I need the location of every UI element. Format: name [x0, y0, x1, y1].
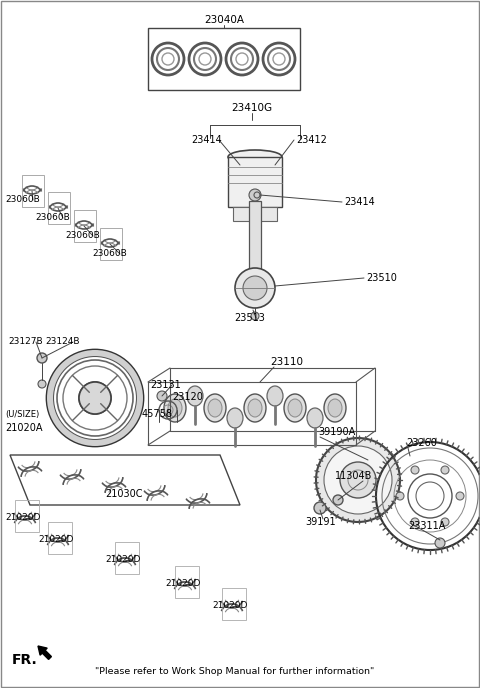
Text: 23513: 23513: [234, 313, 265, 323]
Ellipse shape: [208, 399, 222, 417]
Text: 39190A: 39190A: [318, 427, 355, 437]
Bar: [15, 500, 39, 532]
Circle shape: [333, 495, 343, 505]
Ellipse shape: [164, 394, 186, 422]
Text: 21020A: 21020A: [5, 423, 43, 433]
Text: 11304B: 11304B: [335, 471, 372, 481]
Text: 39191: 39191: [305, 517, 336, 527]
Ellipse shape: [168, 399, 182, 417]
Circle shape: [396, 492, 404, 500]
Circle shape: [314, 502, 326, 514]
Circle shape: [79, 382, 111, 414]
Text: 23127B: 23127B: [8, 338, 43, 347]
Circle shape: [249, 189, 261, 201]
Bar: [74, 210, 96, 242]
Ellipse shape: [328, 399, 342, 417]
Circle shape: [441, 518, 449, 526]
Text: 23110: 23110: [270, 357, 303, 367]
Bar: [249, 201, 261, 270]
Text: 23131: 23131: [150, 380, 181, 390]
Text: 23124B: 23124B: [45, 338, 80, 347]
Bar: [233, 207, 277, 221]
Ellipse shape: [267, 386, 283, 406]
Text: 23412: 23412: [296, 135, 327, 145]
Text: 23060B: 23060B: [92, 250, 127, 259]
Bar: [222, 588, 246, 620]
Bar: [175, 566, 199, 598]
Text: 23410G: 23410G: [231, 103, 273, 113]
Text: 45758: 45758: [142, 409, 173, 419]
Ellipse shape: [204, 394, 226, 422]
Bar: [228, 157, 282, 207]
Bar: [48, 192, 70, 224]
Bar: [100, 228, 122, 260]
Text: 21020D: 21020D: [165, 579, 200, 588]
Ellipse shape: [248, 399, 262, 417]
Ellipse shape: [228, 150, 282, 164]
Ellipse shape: [324, 394, 346, 422]
Circle shape: [340, 462, 376, 498]
Ellipse shape: [288, 399, 302, 417]
Circle shape: [435, 538, 445, 548]
Polygon shape: [10, 455, 240, 505]
Text: 21020D: 21020D: [105, 555, 140, 564]
Bar: [148, 28, 300, 90]
Ellipse shape: [227, 408, 243, 428]
Ellipse shape: [284, 394, 306, 422]
Ellipse shape: [187, 386, 203, 406]
Bar: [115, 542, 139, 574]
Text: 21020D: 21020D: [5, 513, 40, 522]
Text: 23414: 23414: [344, 197, 375, 207]
FancyArrow shape: [38, 646, 51, 659]
Text: 23311A: 23311A: [408, 521, 445, 531]
Circle shape: [251, 312, 259, 320]
Circle shape: [38, 380, 46, 388]
Text: 23060B: 23060B: [35, 213, 70, 222]
Text: 21020D: 21020D: [38, 535, 73, 544]
Text: 23120: 23120: [172, 392, 203, 402]
Circle shape: [441, 466, 449, 474]
Text: "Please refer to Work Shop Manual for further information": "Please refer to Work Shop Manual for fu…: [95, 667, 374, 676]
Text: 23040A: 23040A: [204, 15, 244, 25]
Bar: [48, 522, 72, 554]
Circle shape: [243, 276, 267, 300]
Circle shape: [37, 353, 47, 363]
Text: 21020D: 21020D: [212, 601, 247, 610]
Ellipse shape: [307, 408, 323, 428]
Circle shape: [456, 492, 464, 500]
Circle shape: [157, 391, 167, 401]
Circle shape: [411, 466, 419, 474]
Text: 23260: 23260: [406, 438, 437, 448]
Circle shape: [324, 446, 392, 514]
Bar: [22, 175, 44, 207]
Text: 23060B: 23060B: [65, 231, 100, 241]
Text: 21030C: 21030C: [105, 489, 143, 499]
Text: 23414: 23414: [191, 135, 222, 145]
Text: FR.: FR.: [12, 653, 38, 667]
Ellipse shape: [244, 394, 266, 422]
Text: (U/SIZE): (U/SIZE): [5, 411, 39, 420]
Circle shape: [316, 438, 400, 522]
Circle shape: [235, 268, 275, 308]
Text: 23060B: 23060B: [5, 195, 40, 204]
Text: 23510: 23510: [366, 273, 397, 283]
Circle shape: [411, 518, 419, 526]
